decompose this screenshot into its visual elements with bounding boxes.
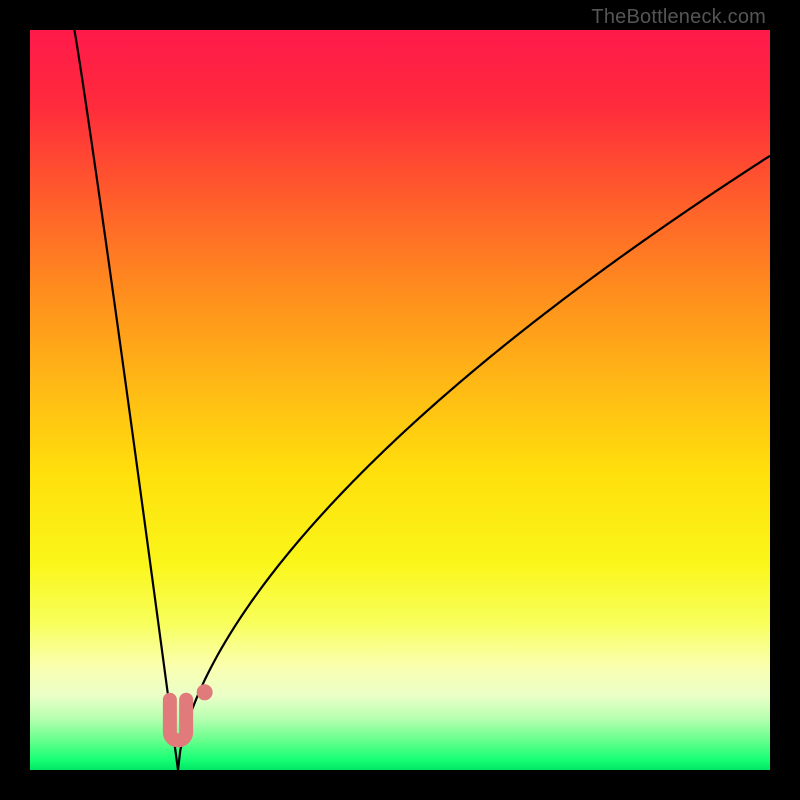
bottleneck-curve-left (74, 30, 178, 770)
curve-layer (30, 30, 770, 770)
chart-frame: TheBottleneck.com (0, 0, 800, 800)
notch-marker-u (170, 700, 186, 741)
notch-marker-dot (197, 684, 213, 700)
plot-area (30, 30, 770, 770)
bottleneck-curve-right (178, 156, 770, 770)
watermark-text: TheBottleneck.com (591, 6, 766, 29)
